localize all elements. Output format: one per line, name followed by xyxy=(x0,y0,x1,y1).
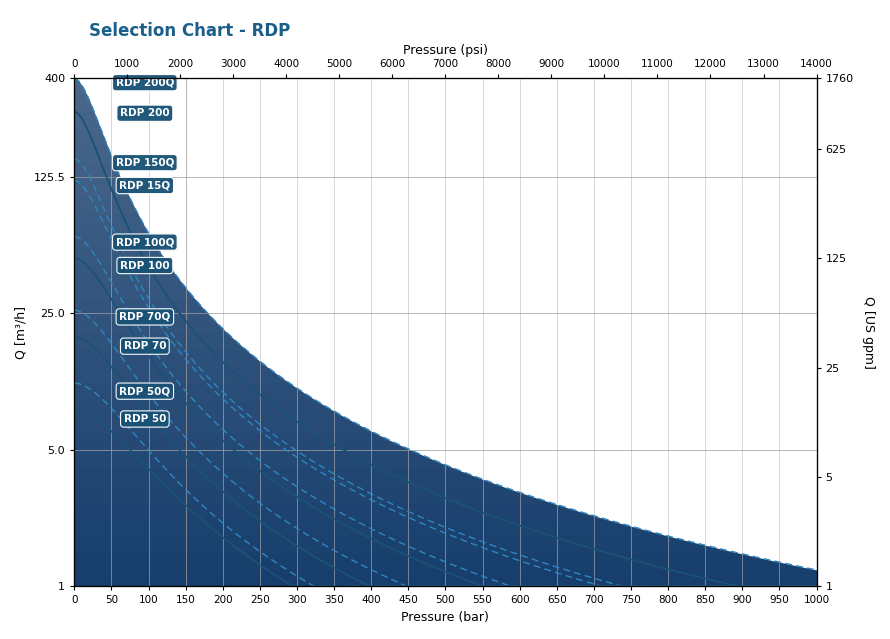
X-axis label: Pressure (bar): Pressure (bar) xyxy=(401,611,490,624)
Text: RDP 15Q: RDP 15Q xyxy=(119,181,170,190)
Text: RDP 150Q: RDP 150Q xyxy=(116,158,174,167)
Text: RDP 70: RDP 70 xyxy=(124,341,166,351)
Text: RDP 200Q: RDP 200Q xyxy=(116,78,174,88)
Text: RDP 100Q: RDP 100Q xyxy=(116,237,174,247)
Text: RDP 50Q: RDP 50Q xyxy=(119,386,170,396)
X-axis label: Pressure (psi): Pressure (psi) xyxy=(403,43,488,57)
Y-axis label: Q [m³/h]: Q [m³/h] xyxy=(15,306,28,359)
Y-axis label: Q [US gpm]: Q [US gpm] xyxy=(862,296,875,369)
Text: RDP 100: RDP 100 xyxy=(120,261,170,270)
Text: RDP 50: RDP 50 xyxy=(124,414,166,424)
Text: RDP 200: RDP 200 xyxy=(120,108,170,118)
Text: RDP 70Q: RDP 70Q xyxy=(119,312,171,322)
Text: Selection Chart - RDP: Selection Chart - RDP xyxy=(89,22,290,40)
